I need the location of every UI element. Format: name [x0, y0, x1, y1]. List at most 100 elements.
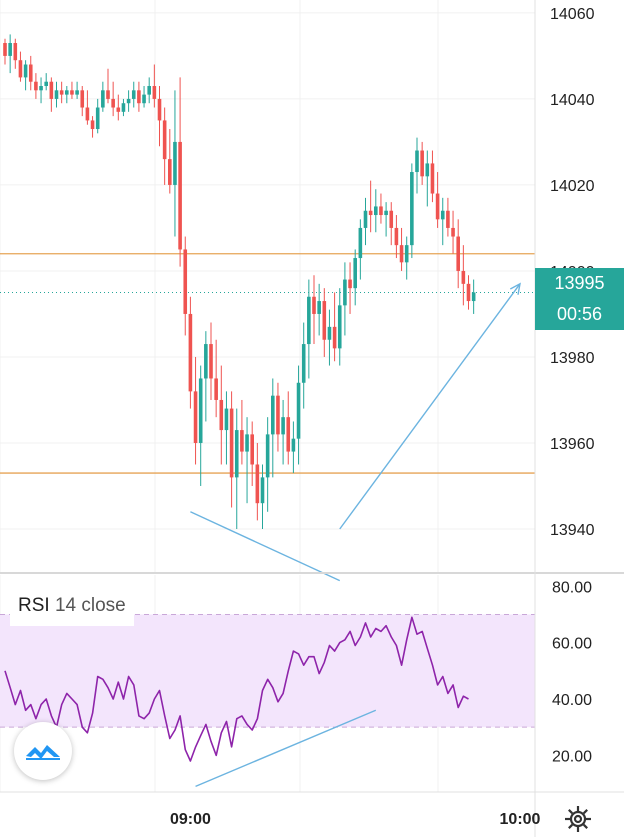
- candle[interactable]: [234, 408, 239, 529]
- candle[interactable]: [456, 219, 460, 289]
- candle[interactable]: [101, 81, 105, 112]
- candle[interactable]: [23, 60, 28, 91]
- candle[interactable]: [173, 90, 177, 237]
- candle[interactable]: [446, 197, 450, 237]
- candle[interactable]: [291, 421, 296, 474]
- candle[interactable]: [420, 141, 424, 185]
- candle[interactable]: [3, 38, 7, 65]
- candle[interactable]: [126, 90, 131, 112]
- candle[interactable]: [250, 421, 254, 486]
- candle[interactable]: [317, 283, 321, 336]
- candle[interactable]: [198, 365, 203, 486]
- candle[interactable]: [343, 262, 347, 336]
- candle[interactable]: [95, 98, 100, 134]
- candle[interactable]: [286, 391, 291, 465]
- rsi-pane[interactable]: [4, 616, 469, 788]
- candle[interactable]: [131, 81, 136, 108]
- candle[interactable]: [307, 279, 311, 379]
- candle[interactable]: [224, 391, 229, 465]
- candle[interactable]: [214, 339, 218, 418]
- candle[interactable]: [8, 34, 12, 74]
- candle[interactable]: [54, 81, 59, 108]
- candle[interactable]: [209, 322, 213, 400]
- candle[interactable]: [415, 137, 419, 194]
- trend-line[interactable]: [195, 709, 377, 788]
- candle[interactable]: [276, 382, 280, 452]
- candle[interactable]: [384, 202, 388, 237]
- candle[interactable]: [389, 202, 394, 246]
- candle[interactable]: [34, 73, 38, 99]
- candle[interactable]: [348, 262, 352, 314]
- rsi-line[interactable]: [4, 616, 469, 762]
- candle[interactable]: [44, 73, 48, 91]
- candle[interactable]: [188, 296, 193, 409]
- candle[interactable]: [121, 98, 126, 117]
- candle[interactable]: [18, 51, 23, 82]
- candle[interactable]: [70, 81, 74, 99]
- candle[interactable]: [142, 86, 146, 108]
- candle[interactable]: [219, 365, 224, 465]
- candle[interactable]: [111, 81, 115, 117]
- candle[interactable]: [337, 288, 342, 366]
- candle[interactable]: [49, 77, 54, 112]
- candle[interactable]: [59, 81, 64, 104]
- candle[interactable]: [85, 90, 90, 125]
- candle[interactable]: [471, 279, 476, 314]
- candle[interactable]: [260, 464, 265, 529]
- candle[interactable]: [394, 215, 399, 259]
- candle[interactable]: [466, 275, 471, 310]
- candle[interactable]: [39, 77, 43, 104]
- candle[interactable]: [404, 236, 409, 280]
- candle[interactable]: [363, 197, 368, 246]
- candle[interactable]: [368, 180, 373, 233]
- candle[interactable]: [137, 81, 141, 112]
- candle[interactable]: [312, 275, 316, 345]
- candle[interactable]: [65, 86, 69, 104]
- candle[interactable]: [229, 391, 234, 508]
- candle[interactable]: [178, 77, 182, 267]
- candle[interactable]: [440, 197, 445, 246]
- candle[interactable]: [183, 236, 188, 336]
- candle[interactable]: [90, 116, 95, 138]
- candle[interactable]: [353, 249, 357, 306]
- candle[interactable]: [168, 129, 172, 194]
- candle[interactable]: [425, 150, 430, 207]
- rsi-indicator-label[interactable]: RSI 14 close: [10, 592, 134, 626]
- candle[interactable]: [332, 292, 337, 362]
- candle[interactable]: [435, 172, 440, 228]
- candle[interactable]: [245, 417, 249, 504]
- candle[interactable]: [240, 399, 244, 465]
- candle[interactable]: [204, 331, 208, 422]
- candle[interactable]: [399, 227, 404, 271]
- candle[interactable]: [327, 309, 332, 366]
- candle[interactable]: [296, 365, 301, 465]
- trend-line[interactable]: [190, 511, 341, 582]
- gear-icon[interactable]: [562, 803, 594, 835]
- candle[interactable]: [162, 107, 167, 185]
- candle[interactable]: [152, 64, 157, 108]
- candle[interactable]: [13, 38, 18, 69]
- candle[interactable]: [410, 163, 414, 259]
- candle[interactable]: [322, 288, 327, 357]
- candle[interactable]: [80, 86, 85, 117]
- candle[interactable]: [75, 81, 79, 99]
- candle[interactable]: [106, 68, 110, 104]
- candle[interactable]: [116, 94, 121, 121]
- candle[interactable]: [281, 399, 285, 465]
- candle[interactable]: [255, 442, 260, 521]
- candle[interactable]: [358, 219, 363, 280]
- candle[interactable]: [374, 189, 378, 233]
- candle[interactable]: [28, 55, 33, 91]
- candle[interactable]: [461, 245, 466, 306]
- price-pane[interactable]: [0, 34, 535, 582]
- candle[interactable]: [271, 378, 275, 478]
- candle[interactable]: [157, 86, 162, 147]
- candle[interactable]: [430, 150, 435, 203]
- candle[interactable]: [451, 210, 455, 254]
- candle[interactable]: [265, 417, 270, 512]
- candle[interactable]: [301, 322, 306, 409]
- tradingview-logo-icon[interactable]: [14, 722, 72, 780]
- candle[interactable]: [193, 356, 198, 465]
- candle[interactable]: [379, 193, 383, 224]
